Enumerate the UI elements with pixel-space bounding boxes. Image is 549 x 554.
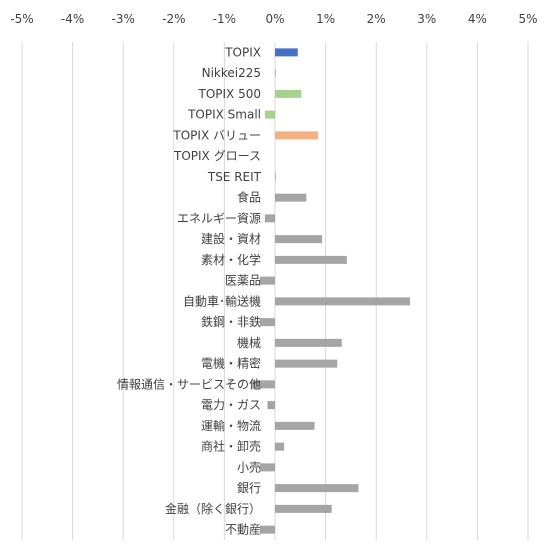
category-label: TOPIX Small (187, 108, 261, 122)
category-label: 不動産 (225, 522, 261, 537)
bar (275, 504, 332, 513)
x-tick-label: -2% (162, 12, 185, 26)
category-label: 金融（除く銀行） (165, 501, 261, 516)
category-label: 医薬品 (225, 274, 261, 288)
x-tick-label: -4% (61, 12, 84, 26)
category-label: 食品 (237, 190, 261, 205)
category-label: TOPIX グロース (173, 149, 261, 163)
x-tick-label: -5% (10, 12, 33, 26)
bar (259, 276, 275, 285)
gridlines (21, 42, 529, 540)
bar (275, 131, 319, 140)
bar (275, 297, 411, 306)
category-label: 運輸・物流 (201, 418, 261, 433)
bar (275, 193, 307, 202)
x-tick-label: 4% (468, 12, 487, 26)
bars (252, 48, 411, 534)
bar (275, 235, 323, 244)
bar (275, 172, 277, 181)
bar (275, 338, 342, 347)
category-labels: TOPIX Nikkei225 TOPIX 500 TOPIX Small TOPIX … (117, 45, 262, 536)
x-tick-label: 3% (417, 12, 436, 26)
category-label: TOPIX バリュー (172, 128, 261, 142)
bar (259, 525, 275, 534)
category-label: 情報通信・サービスその他 (117, 377, 261, 391)
bar (275, 69, 277, 78)
bar (275, 484, 359, 493)
category-label: 建設・資材 (201, 231, 261, 246)
bar (275, 442, 285, 451)
category-label: 自動車･輸送機 (183, 293, 261, 308)
category-label: TSE REIT (207, 170, 262, 184)
x-tick-label: -1% (213, 12, 236, 26)
category-label: 小売 (237, 459, 261, 474)
category-label: 電力・ガス (201, 398, 261, 412)
category-label: TOPIX 500 (198, 87, 262, 101)
category-label: 鉄鋼・非鉄 (201, 314, 261, 329)
x-tick-label: 0% (265, 12, 284, 26)
bar (264, 214, 275, 223)
bar (275, 48, 298, 57)
x-tick-labels: -5% -4% -3% -2% -1% 0% 1% 2% 3% 4% 5% (10, 12, 537, 26)
category-label: 素材・化学 (201, 252, 261, 267)
x-tick-label: -3% (112, 12, 135, 26)
category-label: 商社・卸売 (201, 439, 261, 454)
category-label: 電機・精密 (201, 356, 261, 371)
bar (267, 401, 275, 410)
category-label: エネルギー資源 (177, 211, 261, 225)
bar (275, 255, 347, 264)
category-label: 機械 (237, 335, 261, 350)
bar (252, 380, 275, 389)
category-label: 銀行 (237, 481, 261, 495)
bar (275, 359, 338, 368)
bar (275, 421, 315, 430)
bar (264, 110, 275, 119)
x-tick-label: 5% (518, 12, 537, 26)
x-tick-label: 2% (367, 12, 386, 26)
bar (259, 463, 275, 472)
category-label: Nikkei225 (202, 66, 261, 80)
x-tick-label: 1% (316, 12, 335, 26)
bar (275, 89, 302, 98)
category-label: TOPIX (224, 45, 261, 59)
bar (259, 318, 275, 327)
